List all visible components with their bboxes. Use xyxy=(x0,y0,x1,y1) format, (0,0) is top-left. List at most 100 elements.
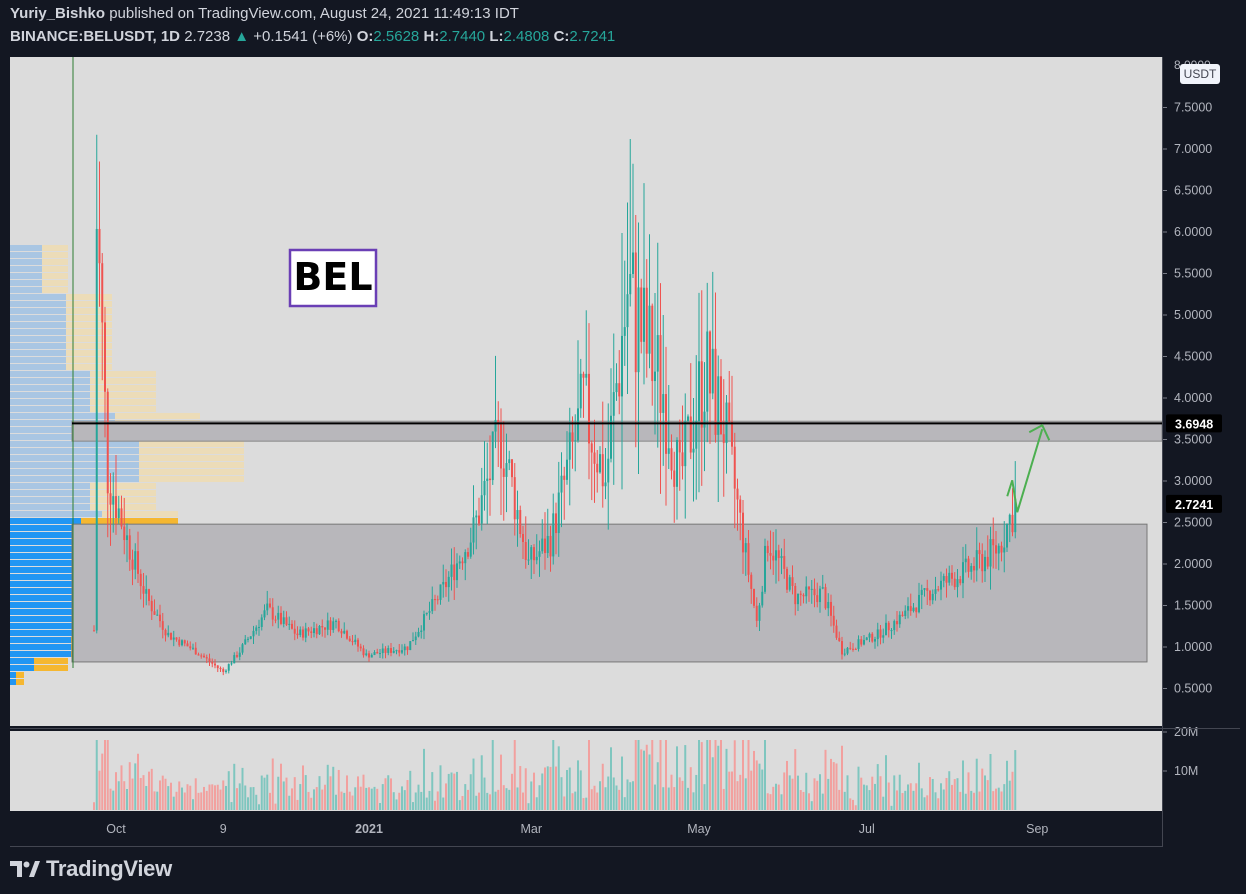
vp-bar-up xyxy=(10,273,42,279)
candle-body xyxy=(769,553,772,556)
volume-bar xyxy=(986,780,989,810)
candle-body xyxy=(904,610,907,617)
volume-bar xyxy=(159,780,161,810)
volume-bar xyxy=(786,760,788,810)
volume-bar xyxy=(981,768,984,810)
candle-body xyxy=(709,331,711,394)
volume-bar xyxy=(758,763,761,810)
vp-bar-up xyxy=(10,280,42,286)
candle-body xyxy=(953,578,956,588)
volume-bar xyxy=(511,773,513,810)
vp-bar-down xyxy=(115,413,200,419)
candle-body xyxy=(321,626,324,628)
volume-bar xyxy=(123,781,126,810)
volume-bar xyxy=(582,798,585,810)
volume-bar xyxy=(420,791,423,810)
volume-bar xyxy=(662,787,665,810)
price-tick: 3.5000 xyxy=(1174,433,1212,447)
candle-body xyxy=(192,647,194,649)
candle-body xyxy=(747,543,750,575)
candle-body xyxy=(717,376,720,435)
candle-body xyxy=(901,614,904,617)
volume-bar xyxy=(956,778,959,810)
volume-bar xyxy=(805,772,808,810)
volume-bar xyxy=(348,791,351,810)
vp-bar-down xyxy=(34,658,68,664)
volume-bar xyxy=(852,799,854,810)
candle-body xyxy=(277,612,280,620)
volume-bar xyxy=(291,788,293,810)
volume-bar xyxy=(236,788,238,810)
volume-bar xyxy=(109,788,112,810)
volume-bar xyxy=(516,787,519,810)
candle-body xyxy=(656,335,659,372)
candle-body xyxy=(230,663,233,665)
vp-bar-up xyxy=(10,546,99,552)
volume-bar xyxy=(293,777,296,810)
volume-bar xyxy=(915,783,918,810)
time-axis[interactable]: Oct 9 2021 Mar May Jul Sep xyxy=(106,822,1048,836)
volume-bar xyxy=(164,778,167,810)
volume-bar xyxy=(681,780,684,810)
candle-body xyxy=(120,508,123,527)
candle-body xyxy=(623,327,626,336)
time-tick: 9 xyxy=(220,822,227,836)
candle-body xyxy=(123,526,126,541)
volume-bar xyxy=(711,757,714,810)
vp-bar-down xyxy=(42,259,68,265)
low-label: L: xyxy=(489,28,504,45)
candle-body xyxy=(885,622,887,636)
candle-body xyxy=(590,443,593,453)
volume-bar xyxy=(846,775,849,810)
candle-body xyxy=(764,545,766,592)
resistance-price-badge-bg xyxy=(1166,414,1222,433)
volume-bar xyxy=(467,789,469,810)
volume-bar xyxy=(95,740,98,810)
price-axis[interactable]: 8.0000USDT7.50007.00006.50006.00005.5000… xyxy=(1162,58,1222,778)
volume-bar xyxy=(524,768,527,810)
price-tick: 5.5000 xyxy=(1174,267,1212,281)
vp-bar-up xyxy=(10,455,139,461)
candle-body xyxy=(615,383,618,393)
volume-bar xyxy=(445,783,447,810)
volume-bar xyxy=(632,781,634,810)
candle-body xyxy=(346,630,348,639)
vp-bar-up xyxy=(10,679,16,685)
candle-body xyxy=(227,664,230,671)
candle-body xyxy=(106,391,109,494)
candle-body xyxy=(458,561,461,564)
price-axis-bg[interactable] xyxy=(1162,57,1246,847)
close-value: 2.7241 xyxy=(569,28,616,45)
volume-bar xyxy=(871,776,874,810)
candle-body xyxy=(335,620,337,622)
volume-bar xyxy=(689,767,692,810)
tradingview-logo[interactable]: TradingView xyxy=(10,856,172,882)
volume-bar xyxy=(920,788,923,810)
candle-body xyxy=(423,614,425,631)
volume-bar xyxy=(428,790,431,810)
price-tick: 7.0000 xyxy=(1174,142,1212,156)
vp-bar-down xyxy=(42,287,68,293)
author-name[interactable]: Yuriy_Bishko xyxy=(10,5,106,22)
candle-body xyxy=(918,594,920,613)
volume-bar xyxy=(761,769,764,810)
candle-body xyxy=(975,550,978,571)
candle-body xyxy=(604,482,607,487)
volume-bar xyxy=(376,788,379,810)
candle-body xyxy=(868,633,871,638)
candle-body xyxy=(425,612,428,615)
candle-body xyxy=(700,361,703,428)
vp-bar-up xyxy=(10,287,42,293)
candle-body xyxy=(863,639,865,645)
overlay: BEL xyxy=(72,248,1162,513)
candle-body xyxy=(555,513,557,534)
price-tick: 4.0000 xyxy=(1174,391,1212,405)
candle-body xyxy=(802,594,805,597)
volume-bar xyxy=(208,784,211,810)
candle-body xyxy=(967,558,970,572)
candle-body xyxy=(898,614,901,625)
vp-bar-up xyxy=(10,399,90,405)
volume-bar xyxy=(134,763,137,810)
candle-body xyxy=(241,644,244,653)
